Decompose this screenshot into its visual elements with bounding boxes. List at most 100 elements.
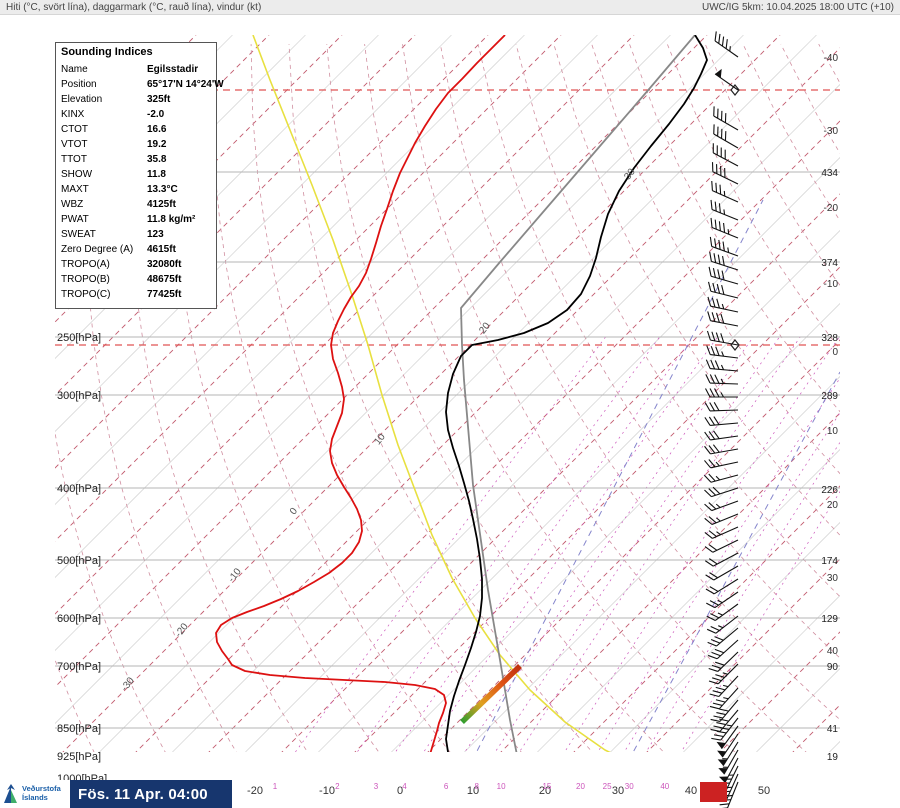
right-axis-height-label: 129 [821,614,838,625]
pressure-axis-label: 400[hPa] [57,483,101,495]
bottom-axis-temp-label: -10 [319,785,335,797]
mixing-ratio-label: 10 [497,782,506,791]
temperature-profile [445,35,708,752]
index-value: 325ft [147,94,171,105]
index-name: TROPO(B) [61,274,110,285]
index-row: PWAT 11.8 kg/m² [61,212,211,227]
wind-barb-icon [707,639,739,660]
mixing-ratio-label: 6 [444,782,449,791]
moist-reference-line [475,199,764,752]
wind-barb-icon [713,124,739,149]
right-axis-isotherm-label: -30 [824,126,839,137]
mixing-ratio-label: 25 [603,782,612,791]
logo-text: Veðurstofa Íslands [22,785,61,802]
index-name: Elevation [61,94,103,105]
index-row: Elevation 325ft [61,92,211,107]
mixing-ratio-label: 2 [335,782,340,791]
index-name: WBZ [61,199,84,210]
mixing-ratio-label: 40 [660,782,669,791]
sounding-indices-panel: Sounding Indices Name Egilsstadir Position… [55,42,224,309]
right-axis-height-label: 289 [821,391,838,402]
mixing-ratio-label: 8 [475,782,480,791]
mixing-ratio-label: 20 [576,782,585,791]
wind-barb-icon [710,217,739,239]
wind-barb-icon [707,311,739,327]
valid-time-chip[interactable]: Fös. 11 Apr. 04:00 [70,780,232,808]
mixing-ratio-label: 4 [402,782,407,791]
right-axis-isotherm-label: -40 [824,53,839,64]
right-axis-height-label: 90 [827,662,839,673]
index-value: -2.0 [147,109,165,120]
tropopause-diamond-icon [730,84,740,96]
wind-barb-icon [711,717,739,741]
index-row: SWEAT 123 [61,227,211,242]
wind-barb-icon [706,615,739,634]
shear-vector-segment [460,664,522,724]
pressure-axis-label: 850[hPa] [57,723,101,735]
wind-barb-icon [704,473,739,483]
right-axis-isotherm-label: -20 [824,203,839,214]
wind-barb-icon [705,374,739,385]
wind-barb-icon [705,578,739,595]
logo-text-line2: Íslands [22,793,48,802]
index-row: Zero Degree (A) 4615ft [61,242,211,257]
wind-barb-icon [704,416,739,426]
index-name: VTOT [61,139,88,150]
wind-barb-icon [704,444,739,455]
index-row: Name Egilsstadir [61,62,211,77]
wind-barb-icon [708,651,739,672]
bottom-axis-temp-label: -20 [247,785,263,797]
wind-barb-icon [716,725,739,749]
dewpoint-profile [215,35,506,752]
max-temp-curve-profile [252,35,611,752]
wind-barb-icon [704,486,739,498]
adiabat-label: 20 [477,320,493,336]
index-name: TTOT [61,154,87,165]
plot-area [55,35,840,752]
index-value: Egilsstadir [147,64,199,75]
wind-barb-icon [705,388,738,398]
logo-text-line1: Veðurstofa [22,784,61,794]
right-axis-isotherm-label: 20 [827,500,839,511]
vedurstofa-logo: Veðurstofa Íslands [0,780,70,808]
header-right-runinfo: UWC/IG 5km: 10.04.2025 18:00 UTC (+10) [701,1,894,13]
index-name: PWAT [61,214,89,225]
wind-barb-icon [714,31,739,58]
index-name: Name [61,64,88,75]
index-value: 13.3°C [147,184,178,195]
index-name: Position [61,79,97,90]
right-axis-height-label: 174 [821,556,838,567]
index-value: 4125ft [147,199,176,210]
adiabat-label: 10 [372,431,388,447]
pressure-axis-label: 925[hPa] [57,751,101,763]
bottom-axis-temp-label: 20 [539,785,551,797]
wind-barb-icon [704,539,739,553]
index-row: Position 65°17'N 14°24'W [61,77,224,92]
index-name: CTOT [61,124,89,135]
wind-barb-icon [704,526,739,539]
wind-barb-icon [707,627,739,647]
wind-barb-icon [706,345,739,359]
wind-barb-icon [707,296,739,313]
wind-barb-icon [713,106,739,131]
bottom-axis-temp-label: 50 [758,785,770,797]
pressure-axis-label: 300[hPa] [57,390,101,402]
mixing-ratio-label: 15 [542,782,551,791]
index-value: 16.6 [147,124,167,135]
wind-barb-icon [704,459,739,469]
wind-barb-icon [706,330,739,346]
wind-barb-icon [704,513,739,525]
right-axis-isotherm-label: -10 [824,279,839,290]
mixing-ratio-label: 3 [374,782,379,791]
index-value: 35.8 [147,154,167,165]
header-left-caption: Hiti (°C, svört lína), daggarmark (°C, r… [6,1,262,13]
wind-barb-icon [704,500,739,512]
right-axis-height-label: 226 [821,485,838,496]
right-axis-isotherm-label: 40 [827,646,839,657]
index-row: TROPO(B) 48675ft [61,272,211,287]
wind-barb-icon [711,162,739,185]
right-axis-height-label: 19 [827,752,839,763]
wind-barb-icon [717,733,739,758]
index-value: 19.2 [147,139,167,150]
